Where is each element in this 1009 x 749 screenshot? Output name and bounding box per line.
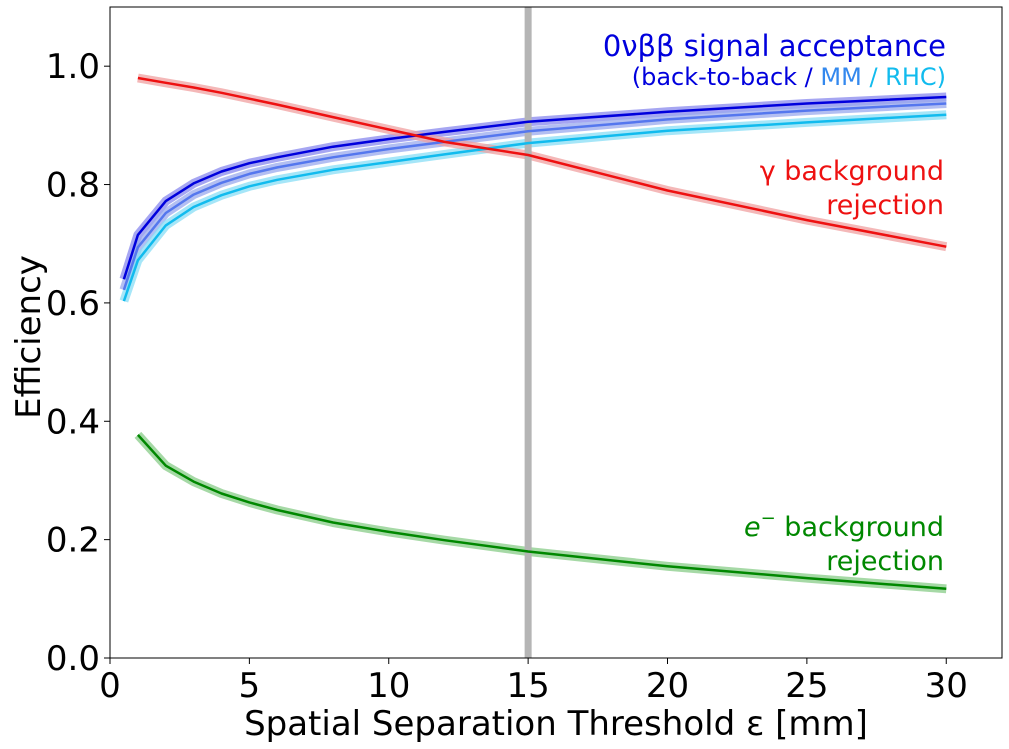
y-tick-label: 0.6 — [46, 284, 100, 324]
x-tick-label: 20 — [646, 666, 689, 706]
electron-rejection-label-line1: e− background — [744, 508, 944, 543]
series-2-line — [122, 113, 947, 302]
y-tick-label: 0.0 — [46, 639, 100, 679]
x-axis-ticks: 0 5 10 15 20 25 30 — [99, 658, 968, 706]
method-mm: MM — [820, 63, 861, 91]
y-tick-label: 0.4 — [46, 402, 100, 442]
series-3-line — [137, 76, 947, 248]
y-axis-ticks: 0.0 0.2 0.4 0.6 0.8 1.0 — [46, 47, 110, 679]
x-tick-label: 25 — [785, 666, 828, 706]
gamma-rejection-label-line1: γ background — [760, 156, 944, 187]
series-1-line — [122, 102, 947, 291]
series-0-line — [122, 95, 947, 280]
x-tick-label: 30 — [925, 666, 968, 706]
gamma-rejection-label-line2: rejection — [826, 190, 944, 221]
electron-background-word: background — [776, 512, 944, 543]
method-separator: / — [862, 63, 885, 91]
x-tick-label: 5 — [239, 666, 261, 706]
plot-frame — [109, 6, 1003, 659]
electron-symbol: e — [744, 512, 761, 543]
method-rhc: RHC) — [885, 63, 946, 91]
series-4-line — [136, 434, 947, 591]
y-tick-label: 0.8 — [46, 166, 100, 206]
x-axis-title: Spatial Separation Threshold ε [mm] — [244, 704, 868, 744]
electron-superscript: − — [761, 508, 776, 529]
signal-acceptance-label: 0νββ signal acceptance — [603, 29, 946, 63]
x-tick-label: 0 — [99, 666, 121, 706]
y-axis-title: Efficiency — [9, 255, 49, 419]
signal-methods-label: (back-to-back / MM / RHC) — [632, 63, 946, 91]
series-lines — [122, 76, 947, 591]
y-tick-label: 1.0 — [46, 47, 100, 87]
y-tick-label: 0.2 — [46, 521, 100, 561]
method-back-to-back: (back-to-back / — [632, 63, 821, 91]
x-tick-label: 15 — [506, 666, 549, 706]
electron-rejection-label-line2: rejection — [826, 546, 944, 577]
x-tick-label: 10 — [367, 666, 410, 706]
